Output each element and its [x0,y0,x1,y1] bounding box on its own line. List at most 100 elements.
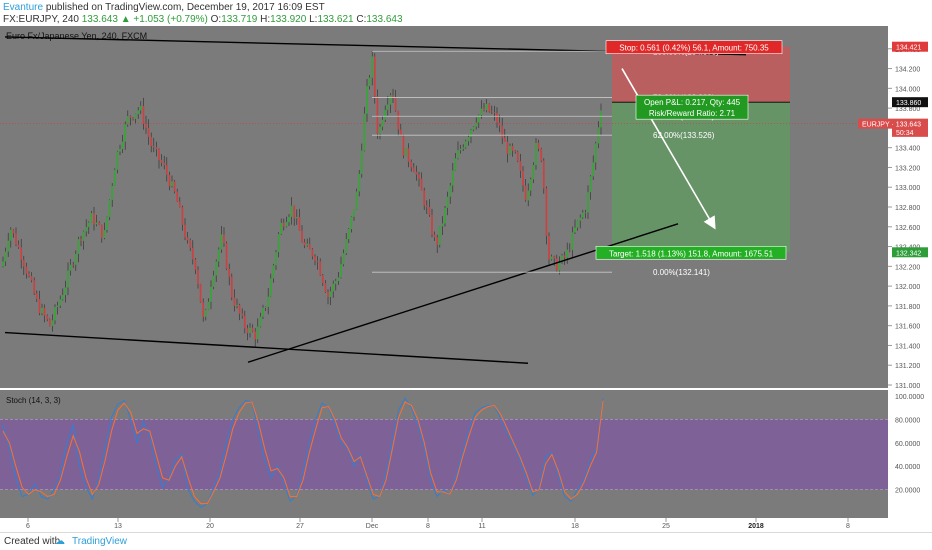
price-tick-label: 133.400 [895,146,920,153]
price-tick-label: 131.800 [895,304,920,311]
candle-body [254,331,257,340]
candle-body [288,216,290,223]
candle-body [15,233,17,245]
candle-body [38,298,41,314]
candle-body [394,97,397,111]
candle-body [7,240,10,252]
candle-body [399,129,402,137]
close-label: C: [356,14,367,25]
pnl-label-box [635,94,749,120]
candle-body [467,136,470,142]
candle-body [22,259,25,267]
price-tick-label: 131.400 [895,343,920,350]
price-chart[interactable]: Euro Fx/Japanese Yen, 240, FXCM Stoch (1… [0,26,932,532]
candle-body [87,222,90,227]
candle-body [184,224,186,238]
candle-body [106,216,108,231]
candle-body [350,216,353,230]
candle-body [314,256,316,261]
author-link[interactable]: Evanture [3,2,44,13]
candle-body [371,56,374,78]
candle-body [178,201,181,208]
candle-body [347,229,350,240]
candle-body [295,216,298,219]
candle-body [376,96,379,134]
candle-body [420,178,423,191]
candle-body [207,301,210,310]
candle-body [69,264,72,271]
candle-body [171,181,173,187]
candle-body [210,286,212,302]
candle-body [111,185,114,200]
stoch-tick-label: 40.0000 [895,464,920,471]
candle-body [444,207,446,224]
stoch-tick-label: 100.0000 [895,394,924,401]
candle-body [181,207,184,225]
price-label-text: 133.860 [896,100,921,107]
candle-body [555,258,558,271]
candle-body [449,185,452,197]
candle-body [9,229,12,241]
candle-body [98,222,101,225]
candle-body [215,261,218,276]
candle-body [360,150,363,174]
candle-body [571,232,574,250]
quote-line: FX:EURJPY, 240 133.643 ▲ +1.053 (+0.79%)… [3,14,403,25]
candle-body [306,243,309,246]
candle-body [428,207,431,215]
candle-body [246,328,249,333]
stop-zone [612,46,790,103]
chart-header: Evanture published on TradingView.com, D… [0,0,932,26]
target-label-box [595,245,787,260]
candle-body [324,283,327,293]
candle-body [12,229,15,234]
fib-level-label: 0.00%(132.141) [653,268,710,277]
candle-body [334,280,337,284]
candle-body [249,327,251,333]
candle-body [64,287,67,296]
candle-body [220,234,223,250]
candle-body [589,176,592,193]
price-tick-label: 133.200 [895,165,920,172]
candle-body [522,170,524,186]
candle-body [17,244,20,248]
tradingview-brand[interactable]: TradingView [72,536,128,547]
candle-body [90,213,93,223]
candle-body [262,307,264,317]
candle-body [345,239,348,254]
candle-body [264,306,267,308]
candle-body [327,292,329,298]
up-arrow-icon: ▲ [120,14,131,25]
candle-body [509,145,511,154]
candle-body [503,137,506,142]
candle-body [535,142,537,166]
fib-level-label: 62.00%(133.526) [653,131,715,140]
candle-body [20,247,23,260]
candle-body [524,185,527,201]
candle-body [155,147,158,150]
stoch-tick-label: 80.0000 [895,417,920,424]
candle-body [233,297,236,306]
candle-body [490,111,493,113]
candle-body [516,151,519,162]
candle-body [267,296,270,307]
time-tick-label: 11 [478,523,485,530]
candle-body [373,56,376,97]
candle-body [587,192,589,213]
candle-body [418,174,420,179]
price-label-box [892,126,928,137]
candle-body [542,160,545,189]
candle-body [285,222,288,227]
time-tick-label: 8 [846,523,850,530]
price-axis-bg[interactable] [888,26,932,518]
time-axis-bg[interactable] [0,518,932,532]
candle-body [511,145,514,151]
candle-body [558,262,561,271]
candle-body [238,304,241,314]
candle-body [74,253,77,265]
pnl-label-text: Open P&L: 0.217, Qty: 445 [644,98,741,107]
candle-body [41,307,43,314]
candle-body [132,117,134,119]
candle-body [563,255,566,258]
candle-body [381,119,384,127]
